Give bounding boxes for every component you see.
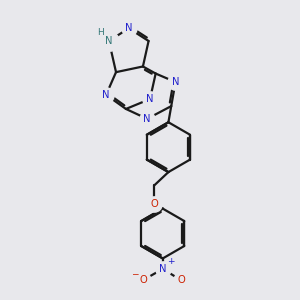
Text: O: O [150, 199, 158, 209]
Text: −: − [131, 269, 139, 278]
Text: H: H [97, 28, 104, 37]
Text: N: N [159, 264, 166, 274]
Text: N: N [125, 23, 133, 33]
Text: +: + [167, 257, 174, 266]
Text: N: N [172, 77, 179, 87]
Text: N: N [146, 94, 154, 104]
Text: N: N [105, 36, 113, 46]
Text: O: O [177, 275, 185, 285]
Text: N: N [143, 114, 151, 124]
Text: O: O [139, 275, 147, 285]
Text: N: N [102, 90, 110, 100]
